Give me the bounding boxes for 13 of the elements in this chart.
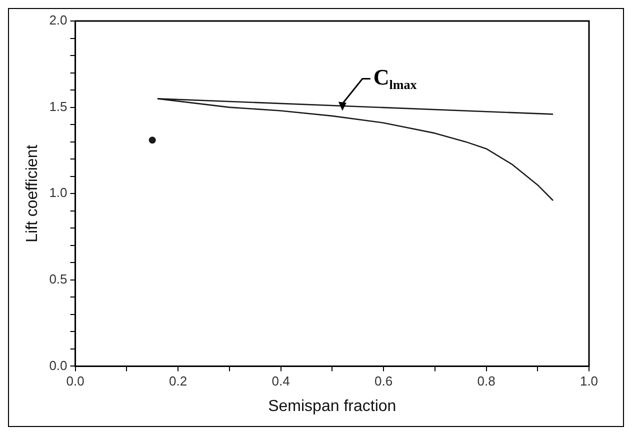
x-tick-label: 0.6 bbox=[374, 374, 393, 389]
y-tick-label: 1.5 bbox=[49, 98, 68, 114]
x-tick-label: 0.8 bbox=[477, 374, 496, 389]
x-tick-label: 0.4 bbox=[272, 374, 290, 389]
y-tick-label: 1.0 bbox=[49, 185, 68, 200]
y-tick-label: 0.5 bbox=[49, 271, 68, 286]
x-tick-label: 0.0 bbox=[66, 374, 84, 389]
y-tick-label: 0.0 bbox=[49, 358, 68, 373]
x-tick-label: 0.2 bbox=[168, 374, 188, 389]
x-tick-label: 1.0 bbox=[580, 374, 598, 389]
y-tick-label: 2.0 bbox=[49, 12, 68, 28]
y-axis-title: Lift coefficient bbox=[24, 144, 42, 242]
x-axis-title: Semispan fraction bbox=[268, 398, 396, 415]
